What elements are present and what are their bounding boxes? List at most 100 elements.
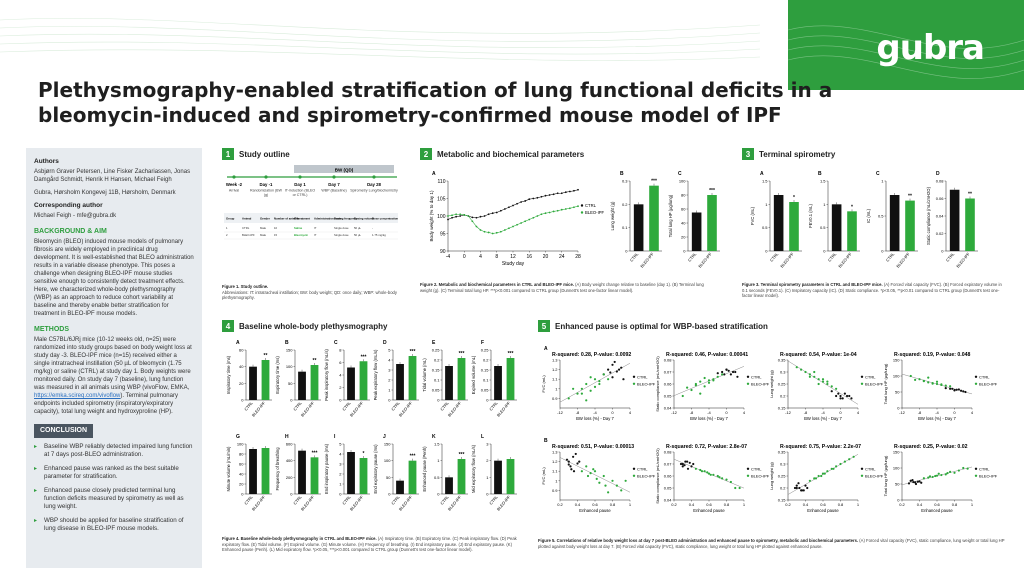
scatter-point	[617, 368, 621, 371]
x-tick-label: CTRL	[439, 494, 450, 506]
scatter-point	[624, 479, 627, 482]
figure5-caption: Figure 5. Correlations of relative body …	[538, 538, 1005, 549]
significance-label: ***	[361, 354, 367, 360]
table-header: Dosing volume	[354, 217, 374, 221]
scatter-point	[918, 378, 921, 381]
x-tick-label: 0	[463, 254, 466, 260]
table-header: Group	[226, 217, 235, 221]
scatter-point	[808, 373, 811, 376]
y-tick-label: 100	[893, 466, 900, 471]
bar-bleo-ipf	[408, 356, 417, 400]
y-tick-label: 0.08	[664, 450, 673, 455]
y-tick-label: 100	[384, 458, 391, 463]
x-tick-label: 0	[839, 410, 842, 415]
scatter-point	[734, 370, 737, 374]
panel-letter: C	[334, 340, 338, 346]
scatter-title: R-squared: 0.51, P-value: 0.00013	[552, 444, 634, 450]
data-point	[544, 212, 547, 215]
y-tick-label: 0.15	[481, 368, 490, 373]
y-axis-label: Total lung HP (µg/lung)	[883, 455, 888, 496]
figure3-caption: Figure 3. Terminal spirometry parameters…	[742, 282, 1002, 298]
scatter-point	[931, 382, 934, 385]
legend-marker	[632, 382, 636, 385]
scatter-point	[848, 394, 851, 398]
scatter-point	[826, 380, 829, 383]
x-tick-label: -12	[671, 410, 678, 415]
regression-line	[559, 457, 631, 493]
y-axis-label: Minute volume (mL/min)	[226, 446, 231, 492]
table-cell: 50 µL	[354, 226, 361, 230]
timeline-day: Day 28	[367, 182, 381, 187]
y-axis-label: Static compliance (mL/cmH2O)	[655, 448, 660, 504]
scatter-point	[589, 472, 592, 475]
panel-letter: A	[236, 340, 240, 346]
y-tick-label: 0	[437, 398, 440, 403]
y-tick-label: 0.5	[878, 214, 884, 219]
x-axis-label: Enhanced pause	[807, 508, 839, 513]
chart-5A4: R-squared: 0.19, P-value: 0.048 0 50 100 150…	[883, 352, 998, 421]
background-heading: BACKGROUND & AIM	[34, 228, 107, 235]
x-tick-label: 28	[575, 254, 581, 260]
section-enhanced-pause: 5 Enhanced pause is optimal for WBP-based…	[538, 320, 998, 332]
y-tick-label: 1	[437, 458, 440, 463]
significance-label: ***	[709, 188, 715, 194]
scatter-point	[817, 378, 820, 381]
scatter-point	[940, 383, 943, 386]
bar-bleo-ipf	[506, 459, 515, 494]
data-point	[491, 232, 494, 235]
y-tick-label: 0.9	[552, 396, 558, 401]
scatter-point	[920, 481, 923, 484]
y-tick-label: 100	[286, 364, 293, 369]
x-tick-label: 0.2	[785, 502, 791, 507]
legend-label: BLEO-IPF	[865, 381, 884, 386]
x-tick-label: CTRL	[629, 251, 640, 263]
conclusion-item: Enhanced pause closely predicted termina…	[34, 487, 194, 511]
scatter-point	[832, 467, 835, 470]
y-tick-label: 50	[895, 390, 900, 395]
chart-5A1: A R-squared: 0.28, P-value: 0.0092 0.9 1 1.1…	[541, 346, 656, 421]
chart-4F: F 0 0.05 0.1 0.15 0.2 0.25 Expired volume (mL) C…	[471, 340, 517, 418]
legend-label: BLEO-IPF	[751, 473, 770, 478]
scatter-point	[837, 392, 840, 395]
scatter-point	[928, 475, 932, 478]
bar-ctrl	[347, 452, 355, 494]
scatter-point	[567, 397, 570, 400]
scatter-point	[927, 381, 930, 384]
scatter-point	[690, 465, 693, 468]
y-tick-label: 1	[486, 475, 489, 480]
data-point	[499, 209, 502, 212]
scatter-point	[684, 460, 687, 463]
vivoflow-link[interactable]: https://emka.scireq.com/vivoflow	[34, 393, 121, 399]
y-tick-label: 50	[288, 381, 293, 386]
legend-marker	[974, 467, 978, 470]
x-tick-label: CTRL	[885, 251, 896, 263]
scatter-point	[957, 469, 960, 472]
scatter-point	[580, 387, 583, 390]
scatter-point	[738, 486, 741, 490]
scatter-point	[839, 462, 842, 466]
scatter-point	[589, 376, 592, 379]
scatter-point	[574, 452, 577, 456]
scatter-point	[611, 376, 614, 379]
y-axis-label: Static compliance (mL/cmH2O)	[926, 186, 931, 245]
data-point	[532, 197, 535, 200]
bar-ctrl	[633, 204, 644, 251]
bar-bleo-ipf	[359, 458, 368, 494]
bar-bleo-ipf	[965, 198, 975, 251]
scatter-point	[935, 380, 939, 383]
y-tick-label: 60	[239, 348, 244, 353]
legend-label: CTRL	[979, 466, 990, 471]
y-tick-label: 50	[386, 475, 391, 480]
y-tick-label: 0.07	[664, 370, 673, 375]
y-tick-label: 40	[239, 364, 244, 369]
decorative-lines	[0, 18, 760, 61]
table-cell: Single dose	[334, 226, 349, 230]
data-point	[503, 229, 506, 231]
data-point	[512, 225, 514, 228]
scatter-point	[959, 389, 963, 392]
section-spirometry: 3 Terminal spirometry	[742, 148, 1002, 160]
series-line-bleo-ipf	[447, 205, 579, 234]
timeline-day: Day 1	[294, 182, 306, 187]
y-tick-label: 0.15	[778, 406, 787, 411]
x-axis-label: Study day	[502, 261, 525, 267]
